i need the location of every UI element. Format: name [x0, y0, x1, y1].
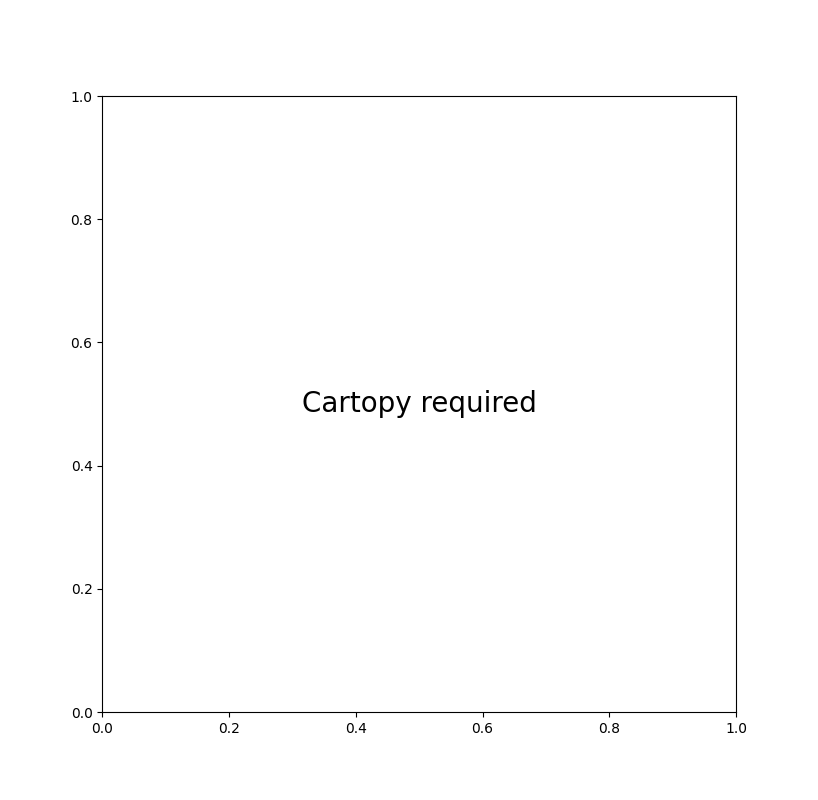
Text: Cartopy required: Cartopy required — [302, 390, 537, 418]
